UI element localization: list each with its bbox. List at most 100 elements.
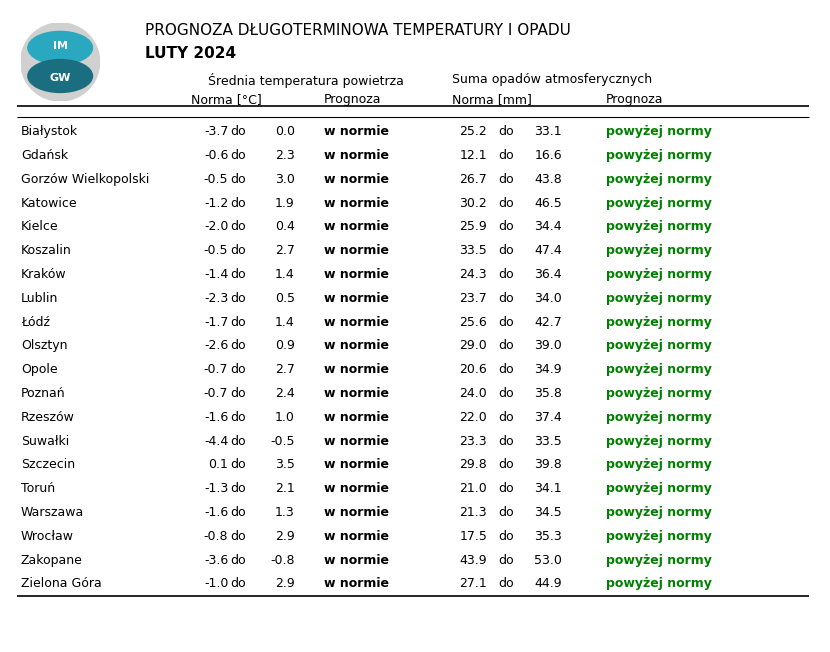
Text: 17.5: 17.5	[459, 529, 487, 542]
Text: do: do	[231, 578, 247, 590]
Text: 1.9: 1.9	[275, 196, 295, 209]
Text: 1.4: 1.4	[275, 268, 295, 281]
Text: -2.3: -2.3	[204, 292, 228, 304]
Text: Opole: Opole	[21, 363, 57, 376]
Text: PROGNOZA DŁUGOTERMINOWA TEMPERATURY I OPADU: PROGNOZA DŁUGOTERMINOWA TEMPERATURY I OP…	[145, 23, 571, 38]
Text: 43.9: 43.9	[460, 554, 487, 567]
Text: do: do	[231, 529, 247, 542]
Text: powyżej normy: powyżej normy	[606, 339, 712, 352]
Text: 20.6: 20.6	[460, 363, 487, 376]
Text: 2.4: 2.4	[275, 387, 295, 400]
Text: Norma [°C]: Norma [°C]	[191, 93, 261, 106]
Text: 1.0: 1.0	[275, 411, 295, 424]
Text: 21.3: 21.3	[460, 506, 487, 519]
Text: -4.4: -4.4	[204, 434, 228, 447]
Text: powyżej normy: powyżej normy	[606, 244, 712, 257]
Text: -2.0: -2.0	[204, 220, 228, 233]
Text: do: do	[498, 434, 514, 447]
Text: powyżej normy: powyżej normy	[606, 292, 712, 304]
Text: -2.6: -2.6	[204, 339, 228, 352]
Text: 35.3: 35.3	[535, 529, 562, 542]
Text: 25.2: 25.2	[460, 125, 487, 138]
Text: 21.0: 21.0	[460, 482, 487, 495]
Text: w normie: w normie	[324, 196, 388, 209]
Text: 30.2: 30.2	[460, 196, 487, 209]
Text: do: do	[231, 268, 247, 281]
Text: 29.0: 29.0	[460, 339, 487, 352]
Text: 34.0: 34.0	[535, 292, 562, 304]
Text: 23.7: 23.7	[460, 292, 487, 304]
Text: 2.9: 2.9	[275, 529, 295, 542]
Text: Prognoza: Prognoza	[324, 93, 381, 106]
Text: 25.6: 25.6	[460, 316, 487, 329]
Text: Zakopane: Zakopane	[21, 554, 83, 567]
Text: -1.7: -1.7	[204, 316, 228, 329]
Text: -1.3: -1.3	[204, 482, 228, 495]
Text: -1.2: -1.2	[204, 196, 228, 209]
Text: Średnia temperatura powietrza: Średnia temperatura powietrza	[208, 73, 403, 88]
Text: 1.4: 1.4	[275, 316, 295, 329]
Text: 0.0: 0.0	[275, 125, 295, 138]
Text: w normie: w normie	[324, 482, 388, 495]
Text: 46.5: 46.5	[535, 196, 562, 209]
Text: Norma [mm]: Norma [mm]	[452, 93, 532, 106]
Text: 34.4: 34.4	[535, 220, 562, 233]
Text: do: do	[231, 339, 247, 352]
Text: do: do	[231, 244, 247, 257]
Text: 16.6: 16.6	[535, 149, 562, 162]
Text: 37.4: 37.4	[535, 411, 562, 424]
Text: do: do	[498, 458, 514, 471]
Ellipse shape	[21, 23, 100, 101]
Text: do: do	[231, 173, 247, 186]
Text: 27.1: 27.1	[460, 578, 487, 590]
Text: w normie: w normie	[324, 554, 388, 567]
Text: Prognoza: Prognoza	[606, 93, 663, 106]
Text: powyżej normy: powyżej normy	[606, 363, 712, 376]
Text: do: do	[231, 411, 247, 424]
Text: do: do	[231, 482, 247, 495]
Text: do: do	[498, 173, 514, 186]
Text: -1.6: -1.6	[204, 506, 228, 519]
Text: powyżej normy: powyżej normy	[606, 149, 712, 162]
Text: do: do	[231, 196, 247, 209]
Text: do: do	[498, 125, 514, 138]
Text: 2.9: 2.9	[275, 578, 295, 590]
Text: 2.3: 2.3	[275, 149, 295, 162]
Text: 2.1: 2.1	[275, 482, 295, 495]
Text: do: do	[231, 554, 247, 567]
Text: Gorzów Wielkopolski: Gorzów Wielkopolski	[21, 173, 149, 186]
Text: powyżej normy: powyżej normy	[606, 268, 712, 281]
Text: 12.1: 12.1	[460, 149, 487, 162]
Text: w normie: w normie	[324, 316, 388, 329]
Text: do: do	[498, 220, 514, 233]
Text: powyżej normy: powyżej normy	[606, 554, 712, 567]
Text: 53.0: 53.0	[534, 554, 562, 567]
Text: Wrocław: Wrocław	[21, 529, 74, 542]
Text: 35.8: 35.8	[534, 387, 562, 400]
Ellipse shape	[28, 31, 92, 65]
Text: Lublin: Lublin	[21, 292, 58, 304]
Ellipse shape	[28, 59, 92, 93]
Text: w normie: w normie	[324, 268, 388, 281]
Text: w normie: w normie	[324, 244, 388, 257]
Text: do: do	[498, 196, 514, 209]
Text: GW: GW	[50, 72, 71, 83]
Text: powyżej normy: powyżej normy	[606, 434, 712, 447]
Text: 42.7: 42.7	[535, 316, 562, 329]
Text: 33.5: 33.5	[535, 434, 562, 447]
Text: do: do	[231, 220, 247, 233]
Text: w normie: w normie	[324, 125, 388, 138]
Text: do: do	[498, 268, 514, 281]
Text: do: do	[498, 244, 514, 257]
Text: powyżej normy: powyżej normy	[606, 458, 712, 471]
Text: do: do	[498, 339, 514, 352]
Text: powyżej normy: powyżej normy	[606, 482, 712, 495]
Text: Kraków: Kraków	[21, 268, 66, 281]
Text: powyżej normy: powyżej normy	[606, 196, 712, 209]
Text: Koszalin: Koszalin	[21, 244, 71, 257]
Text: do: do	[498, 411, 514, 424]
Text: w normie: w normie	[324, 149, 388, 162]
Text: -3.6: -3.6	[204, 554, 228, 567]
Text: 34.5: 34.5	[535, 506, 562, 519]
Text: w normie: w normie	[324, 411, 388, 424]
